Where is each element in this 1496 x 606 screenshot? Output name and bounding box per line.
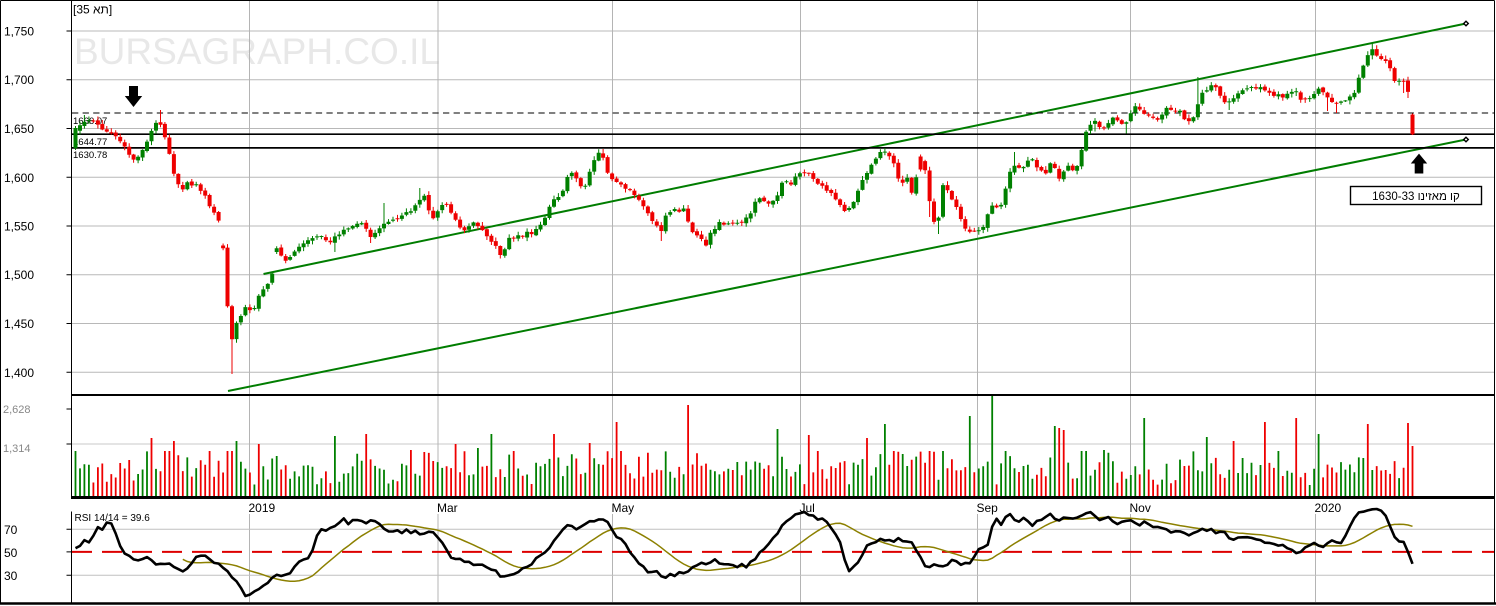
svg-text:קו מאזינו 1630-33: קו מאזינו 1630-33 [1372,191,1460,203]
svg-text:1,600: 1,600 [4,171,34,185]
svg-text:1630.78: 1630.78 [73,150,107,161]
svg-text:2019: 2019 [249,501,276,515]
svg-text:50: 50 [4,546,18,560]
svg-text:1,314: 1,314 [3,443,31,455]
svg-text:70: 70 [4,523,18,537]
svg-text:Sep: Sep [977,501,999,515]
svg-text:1666.07: 1666.07 [73,116,107,127]
svg-text:2,628: 2,628 [3,404,31,416]
svg-text:BURSAGRAPH.CO.IL: BURSAGRAPH.CO.IL [74,31,440,72]
svg-text:1644.77: 1644.77 [73,137,107,148]
svg-text:May: May [612,501,635,515]
svg-text:30: 30 [4,569,18,583]
svg-text:1,450: 1,450 [4,317,34,331]
svg-text:1,500: 1,500 [4,268,34,282]
svg-text:2020: 2020 [1315,501,1342,515]
svg-text:1,400: 1,400 [4,366,34,380]
svg-text:RSI 14/14 = 39.6: RSI 14/14 = 39.6 [75,513,151,524]
svg-text:Mar: Mar [437,501,458,515]
svg-text:1,750: 1,750 [4,25,34,39]
svg-text:1,550: 1,550 [4,220,34,234]
svg-text:Nov: Nov [1130,501,1151,515]
svg-text:[35 תא]: [35 תא] [73,3,112,17]
svg-text:1,700: 1,700 [4,73,34,87]
svg-text:1,650: 1,650 [4,122,34,136]
